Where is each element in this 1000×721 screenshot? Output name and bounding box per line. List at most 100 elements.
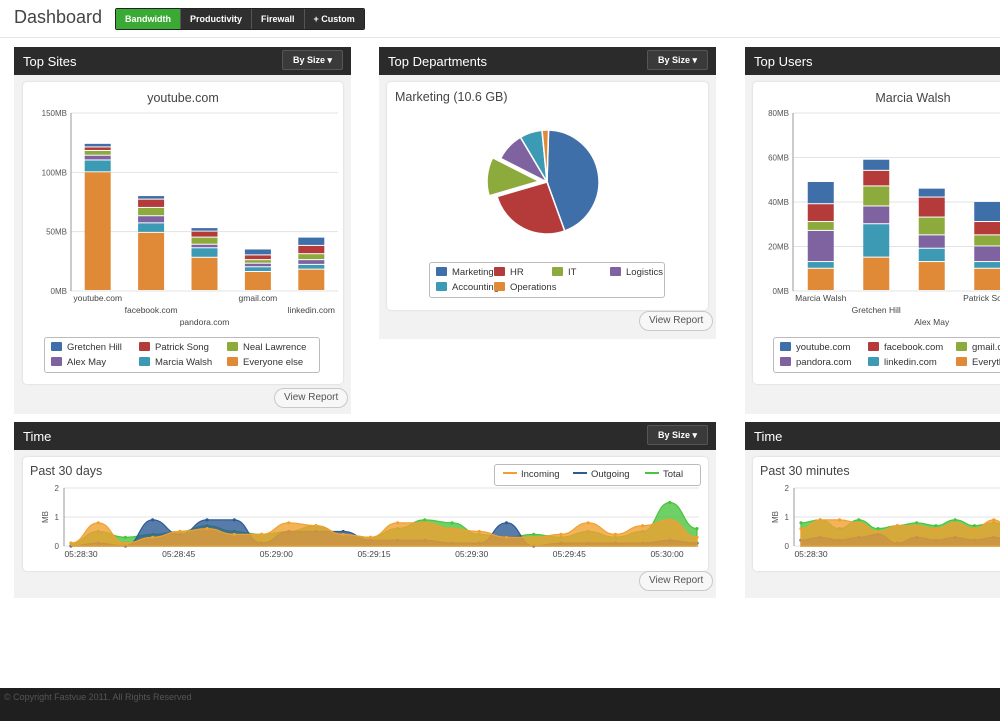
legend-item-operations[interactable]: Operations <box>494 282 556 293</box>
bar-gmail-com <box>863 186 890 206</box>
legend-item-hr[interactable]: HR <box>494 267 524 278</box>
point-total <box>532 532 536 536</box>
point-incoming <box>695 535 699 539</box>
legend-label: Accounting <box>452 282 500 293</box>
point-incoming <box>992 518 996 522</box>
legend-item-facebook-com[interactable]: facebook.com <box>868 342 943 353</box>
bar-neal-lawrence <box>138 207 165 216</box>
tab-firewall[interactable]: Firewall <box>252 9 305 29</box>
top-departments-sort-dropdown[interactable]: By Size ▾ <box>646 50 708 70</box>
legend-swatch <box>436 267 447 276</box>
tab-productivity[interactable]: Productivity <box>181 9 253 29</box>
x-tick-label: youtube.com <box>73 293 122 303</box>
legend-item-linkedin-com[interactable]: linkedin.com <box>868 357 937 368</box>
legend-item-marcia-walsh[interactable]: Marcia Walsh <box>139 357 212 368</box>
bar-marcia-walsh <box>244 267 271 272</box>
point-incoming <box>259 532 264 536</box>
bar-everyone-else <box>191 257 218 290</box>
x-tick-label: linkedin.com <box>288 305 335 315</box>
legend-item-total[interactable]: Total <box>645 469 683 480</box>
time-right-title: Time <box>754 429 783 444</box>
top-sites-card: youtube.com 0MB 50MB 100MB 150MB youtube.com f… <box>23 82 343 384</box>
point-total <box>876 527 880 531</box>
pie-slice-hr <box>496 181 566 235</box>
point-incoming <box>205 527 209 531</box>
legend-item-marketing[interactable]: Marketing <box>436 267 494 278</box>
legend-item-everyone-else[interactable]: Everyone else <box>227 357 303 368</box>
legend-item-accounting[interactable]: Accounting <box>436 282 499 293</box>
time-sort-dropdown[interactable]: By Size ▾ <box>646 425 708 445</box>
top-users-header: Top Users <box>745 47 1000 75</box>
x-tick-label: pandora.com <box>180 317 230 327</box>
y-tick-label: 0 <box>55 542 60 551</box>
bar-pandora-com <box>807 230 834 262</box>
top-users-chart: Marcia Walsh 0MB 20MB 40MB 60MB 80MB Marcia Wa… <box>768 91 1000 327</box>
x-tick-label: 05:29:15 <box>357 549 390 559</box>
legend-item-youtube-com[interactable]: youtube.com <box>780 342 850 353</box>
footer: © Copyright Fastvue 2011. All Rights Res… <box>0 688 1000 721</box>
bar-alex-may <box>244 263 271 267</box>
legend-label: Outgoing <box>591 469 630 480</box>
legend-swatch <box>436 282 447 291</box>
point-incoming <box>668 518 672 522</box>
point-incoming <box>640 524 645 528</box>
top-sites-view-report-button[interactable]: View Report <box>274 388 349 408</box>
point-incoming <box>477 529 481 534</box>
legend-item-logistics[interactable]: Logistics <box>610 267 663 278</box>
legend-item-neal-lawrence[interactable]: Neal Lawrence <box>227 342 306 353</box>
top-sites-sort-dropdown[interactable]: By Size ▾ <box>281 50 343 70</box>
bar-gretchen-hill <box>138 196 165 199</box>
area-incoming <box>800 519 1000 547</box>
legend-item-pandora-com[interactable]: pandora.com <box>780 357 851 368</box>
area-incoming <box>70 519 698 547</box>
point-outgoing <box>341 529 345 534</box>
y-tick-label: 1 <box>785 513 790 522</box>
legend-item-gretchen-hill[interactable]: Gretchen Hill <box>51 342 122 353</box>
legend-label: Everyone else <box>243 357 304 368</box>
top-departments-chart <box>486 129 600 235</box>
y-tick-label: 80MB <box>768 109 789 118</box>
bar-marcia-walsh <box>191 248 218 257</box>
top-departments-header: Top Departments By Size ▾ <box>379 47 716 75</box>
legend-item-gmail-com[interactable]: gmail.com <box>956 342 1000 353</box>
y-tick-label: 100MB <box>42 168 67 177</box>
time-right-header: Time <box>745 422 1000 450</box>
point-incoming <box>934 527 938 531</box>
legend-item-patrick-song[interactable]: Patrick Song <box>139 342 209 353</box>
point-incoming <box>396 521 400 525</box>
legend-item-incoming[interactable]: Incoming <box>503 469 560 480</box>
y-tick-label: 60MB <box>768 154 789 163</box>
bar-gmail-com <box>974 235 1000 246</box>
top-departments-view-report-button[interactable]: View Report <box>639 311 714 331</box>
bar-linkedin-com <box>863 224 890 257</box>
legend-item-it[interactable]: IT <box>552 267 576 278</box>
bar-everything-else <box>807 268 834 290</box>
y-tick-label: 2 <box>785 484 790 493</box>
bar-gmail-com <box>807 222 834 230</box>
legend-label: gmail.com <box>972 342 1000 353</box>
top-users-title: Top Users <box>754 54 813 69</box>
point-incoming <box>895 524 899 528</box>
top-sites-panel: Top Sites By Size ▾ youtube.com 0MB 50MB 10… <box>14 47 351 414</box>
top-departments-legend: Marketing HR IT Logistics Accounting Operatio… <box>429 262 665 298</box>
pie-slice-it <box>486 156 542 197</box>
bar-alex-may <box>298 260 325 264</box>
point-total <box>857 518 861 522</box>
bar-youtube-com <box>807 181 834 204</box>
point-incoming <box>613 532 617 536</box>
time-view-report-button[interactable]: View Report <box>639 571 714 591</box>
top-sites-header: Top Sites By Size ▾ <box>14 47 351 75</box>
tab-custom[interactable]: + Custom <box>304 9 364 29</box>
bar-everything-else <box>974 268 1000 290</box>
legend-item-everything-else[interactable]: Everything else <box>956 357 1000 368</box>
legend-label: HR <box>510 267 524 278</box>
point-incoming <box>123 541 128 545</box>
legend-swatch <box>868 357 879 366</box>
point-incoming <box>857 521 861 525</box>
bar-pandora-com <box>918 235 945 248</box>
bar-gretchen-hill <box>191 228 218 231</box>
legend-item-outgoing[interactable]: Outgoing <box>573 469 630 480</box>
legend-item-alex-may[interactable]: Alex May <box>51 357 106 368</box>
time-right-chart-title: Past 30 minutes <box>760 464 850 478</box>
tab-bandwidth[interactable]: Bandwidth <box>116 9 181 29</box>
